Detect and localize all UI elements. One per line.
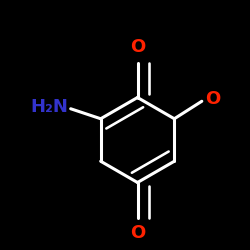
- Text: O: O: [206, 90, 221, 108]
- Text: H₂N: H₂N: [30, 98, 68, 116]
- Text: O: O: [130, 224, 145, 242]
- Text: O: O: [130, 38, 145, 56]
